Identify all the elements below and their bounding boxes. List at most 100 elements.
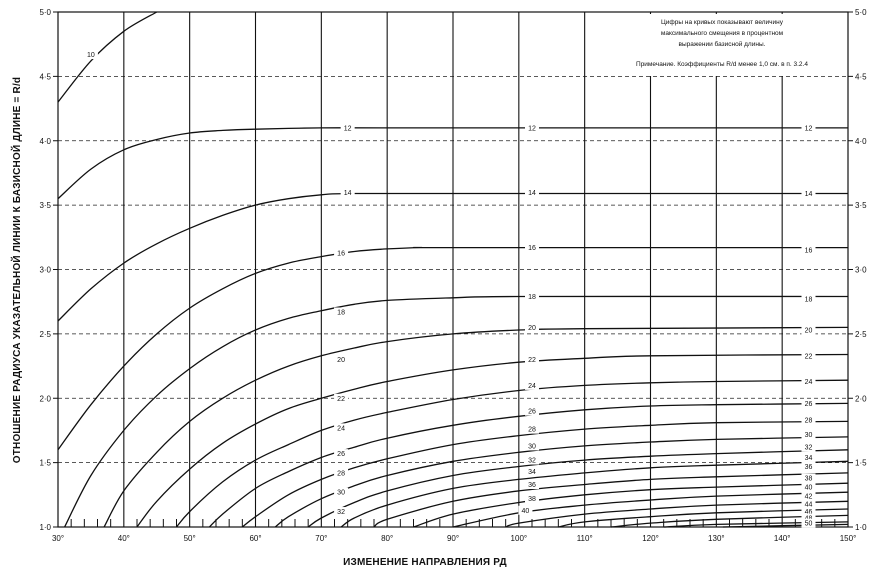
curve-label-12: 12 <box>344 125 352 132</box>
curve-label-18: 18 <box>337 309 345 316</box>
x-tick-label: 50° <box>184 534 196 543</box>
curve-10 <box>57 11 158 103</box>
curve-label-28: 28 <box>805 418 813 425</box>
curve-label-14: 14 <box>528 190 536 197</box>
curve-42 <box>505 500 849 528</box>
curve-label-bg <box>801 415 816 425</box>
curve-label-bg <box>518 505 533 515</box>
curve-label-bg <box>525 292 539 302</box>
y-tick-label-left: 4·5 <box>39 72 51 81</box>
x-tick-label: 80° <box>381 534 393 543</box>
curve-label-14: 14 <box>805 191 813 198</box>
curve-label-bg <box>525 322 539 332</box>
curve-label-bg <box>801 442 816 452</box>
curve-label-26: 26 <box>337 451 345 458</box>
note-line-2: максимального смещения в процентном <box>661 30 784 37</box>
curve-label-bg <box>334 507 349 517</box>
curve-label-bg <box>525 187 539 197</box>
curve-label-34: 34 <box>528 469 536 476</box>
curve-28 <box>241 420 849 528</box>
y-tick-label-left: 3·5 <box>39 201 51 210</box>
curve-label-32: 32 <box>528 458 536 465</box>
curve-36 <box>373 472 849 528</box>
y-tick-label-right: 4·0 <box>855 137 867 146</box>
y-tick-label-right: 5·0 <box>855 8 867 17</box>
y-tick-labels-right: 1·0 1·5 2·0 2·5 3·0 3·5 4·0 4·5 5·0 <box>848 8 867 532</box>
curve-label-bg <box>83 49 98 59</box>
y-tick-label-right: 2·0 <box>855 394 867 403</box>
y-tick-label-right: 1·5 <box>855 459 867 468</box>
curve-label-bg <box>340 123 355 133</box>
x-tick-label: 30° <box>52 534 64 543</box>
curve-label-bg <box>334 487 349 497</box>
curves <box>57 11 849 528</box>
curve-26 <box>208 402 849 528</box>
note-line-3: выражении базисной длины. <box>679 40 766 48</box>
curve-label-bg <box>801 123 816 133</box>
curve-label-44: 44 <box>805 501 813 508</box>
y-tick-label-right: 3·5 <box>855 201 867 210</box>
curve-24 <box>175 379 849 528</box>
x-tick-label: 70° <box>315 534 327 543</box>
curve-label-bg <box>801 189 816 199</box>
curve-label-38: 38 <box>805 476 813 483</box>
y-tick-label-left: 1·0 <box>39 523 51 532</box>
curve-label-22: 22 <box>805 353 813 360</box>
curve-label-bg <box>801 325 816 335</box>
vertical-gridlines <box>123 12 783 527</box>
curve-label-10: 10 <box>87 52 95 59</box>
x-tick-label: 150° <box>840 534 857 543</box>
curve-label-46: 46 <box>805 509 813 516</box>
x-tick-label: 90° <box>447 534 459 543</box>
curve-labels: 10 12 12 12 14 14 14 16 16 16 18 18 18 20 20 20 22 22 22 24… <box>83 49 816 528</box>
y-axis-title: ОТНОШЕНИЕ РАДИУСА УКАЗАТЕЛЬНОЙ ЛИНИИ К Б… <box>10 77 23 464</box>
curve-label-50: 50 <box>805 521 813 528</box>
curve-label-16: 16 <box>805 248 813 255</box>
curve-34 <box>340 460 849 528</box>
curve-label-20: 20 <box>805 328 813 335</box>
curve-label-bg <box>334 449 349 459</box>
curve-label-18: 18 <box>805 297 813 304</box>
y-tick-label-right: 4·5 <box>855 72 867 81</box>
y-tick-label-right: 1·0 <box>855 523 867 532</box>
curve-label-20: 20 <box>337 357 345 364</box>
curve-label-32: 32 <box>337 509 345 516</box>
curve-label-bg <box>801 473 816 483</box>
curve-label-28: 28 <box>528 427 536 434</box>
x-tick-label: 60° <box>249 534 261 543</box>
x-tick-label: 140° <box>774 534 791 543</box>
curve-label-bg <box>334 248 349 258</box>
curve-label-bg <box>525 441 539 451</box>
curve-40 <box>452 491 849 528</box>
curve-label-bg <box>334 393 349 403</box>
chart-note: Цифры на кривых показывают величину макс… <box>600 14 840 76</box>
x-tick-label: 40° <box>118 534 130 543</box>
curve-label-bg <box>801 499 816 509</box>
curve-label-bg <box>525 355 539 365</box>
curve-label-bg <box>334 468 349 478</box>
curve-label-30: 30 <box>528 443 536 450</box>
curve-label-34: 34 <box>805 455 813 462</box>
curve-label-bg <box>801 482 816 492</box>
curve-50 <box>722 523 849 528</box>
x-tick-labels: 30° 40° 50° 60° 70° 80° 90° 100° 110° 120° 130° 140… <box>52 534 856 543</box>
note-line-4: Примечание. Коэффициенты R/d менее 1,0 с… <box>636 61 808 68</box>
y-tick-label-right: 2·5 <box>855 330 867 339</box>
curve-label-30: 30 <box>805 432 813 439</box>
curve-label-24: 24 <box>337 425 345 432</box>
curve-label-bg <box>525 494 539 504</box>
curve-label-12: 12 <box>805 125 813 132</box>
x-tick-label: 110° <box>577 534 593 543</box>
curve-label-12: 12 <box>528 125 536 132</box>
curve-30 <box>274 436 849 528</box>
curve-22 <box>136 353 849 528</box>
y-tick-label-left: 5·0 <box>39 8 51 17</box>
curve-label-bg <box>801 351 816 361</box>
curve-18 <box>64 295 849 528</box>
curve-label-bg <box>525 424 539 434</box>
curve-label-24: 24 <box>528 383 536 390</box>
curve-12 <box>57 127 848 200</box>
curve-label-bg <box>801 491 816 501</box>
